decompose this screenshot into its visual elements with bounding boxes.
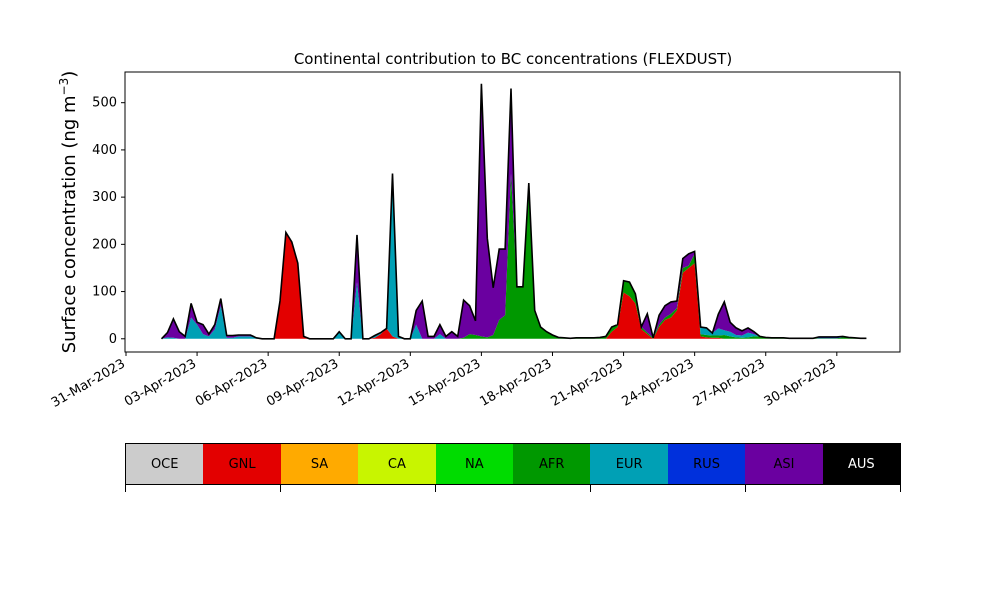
x-tick-label: 31-Mar-2023	[49, 356, 128, 410]
legend-cell-ca: CA	[358, 444, 436, 484]
y-tick-label: 100	[92, 285, 117, 300]
y-axis: 0 100 200 300 400 500	[92, 96, 125, 347]
area-series-afr	[161, 173, 867, 339]
colorbar-tick	[280, 485, 281, 492]
y-tick-label: 500	[92, 96, 117, 111]
legend-cell-oce: OCE	[126, 444, 204, 484]
x-tick-label: 21-Apr-2023	[548, 356, 625, 409]
colorbar-tick	[900, 485, 901, 492]
colorbar-ticks	[125, 485, 901, 493]
x-axis: 31-Mar-202303-Apr-202306-Apr-202309-Apr-…	[49, 352, 839, 411]
x-tick-label: 15-Apr-2023	[406, 356, 483, 409]
y-tick-label: 400	[92, 143, 117, 158]
x-tick-label: 18-Apr-2023	[477, 356, 554, 409]
x-tick-label: 06-Apr-2023	[193, 356, 270, 409]
y-axis-label: Surface concentration (ng m−3)	[57, 71, 80, 354]
colorbar-tick	[590, 485, 591, 492]
colorbar-tick	[125, 485, 126, 492]
legend-cell-na: NA	[435, 444, 514, 484]
x-tick-label: 03-Apr-2023	[122, 356, 199, 409]
y-tick-label: 0	[109, 332, 117, 347]
chart-title: Continental contribution to BC concentra…	[294, 50, 732, 68]
legend-cell-asi: ASI	[745, 444, 823, 484]
total-outline-line	[160, 83, 867, 340]
x-tick-label: 09-Apr-2023	[264, 356, 341, 409]
y-tick-label: 300	[92, 190, 117, 205]
x-tick-label: 27-Apr-2023	[691, 356, 768, 409]
colorbar-tick	[435, 485, 436, 492]
area-series-gnl	[161, 232, 867, 339]
legend-cell-sa: SA	[280, 444, 359, 484]
legend-cell-eur: EUR	[590, 444, 668, 484]
legend-cell-gnl: GNL	[203, 444, 281, 484]
x-tick-label: 12-Apr-2023	[335, 356, 412, 409]
legend-cell-aus: AUS	[822, 444, 901, 484]
region-colorbar: OCE GNL SA CA NA AFR EUR RUS ASI AUS	[125, 443, 901, 485]
y-tick-label: 200	[92, 237, 117, 252]
x-tick-label: 24-Apr-2023	[620, 356, 697, 409]
x-tick-label: 30-Apr-2023	[762, 356, 839, 409]
colorbar-tick	[745, 485, 746, 492]
legend-cell-afr: AFR	[513, 444, 591, 484]
legend-cell-rus: RUS	[667, 444, 746, 484]
plot-frame	[124, 71, 901, 353]
